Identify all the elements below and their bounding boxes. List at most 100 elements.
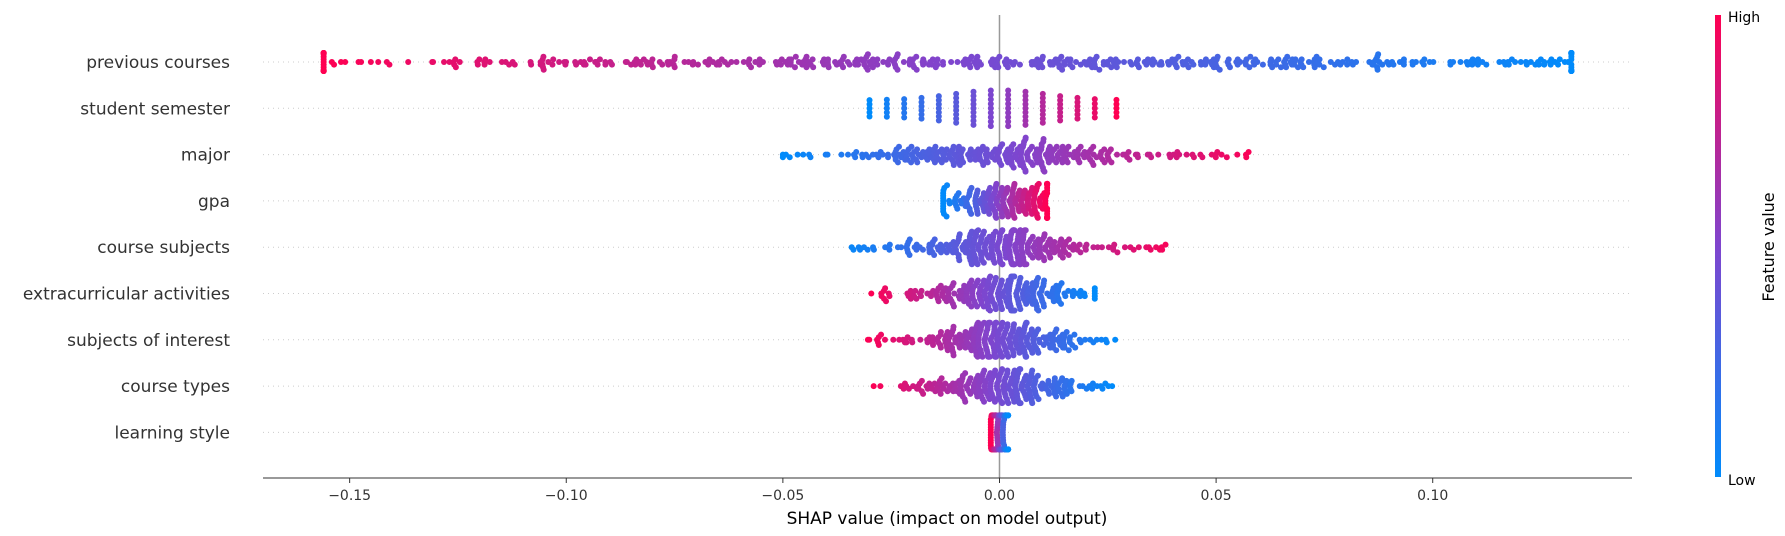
shap-point bbox=[1065, 252, 1072, 258]
colorbar-gradient bbox=[1715, 15, 1721, 477]
shap-point bbox=[1212, 154, 1219, 161]
shap-point bbox=[594, 61, 601, 68]
shap-point bbox=[953, 99, 960, 106]
shap-point bbox=[1091, 105, 1098, 112]
shap-point bbox=[1083, 241, 1090, 248]
shap-point bbox=[1041, 168, 1048, 175]
shap-point bbox=[1065, 143, 1072, 150]
shap-point bbox=[1058, 280, 1065, 287]
shap-point bbox=[1135, 244, 1142, 251]
shap-point bbox=[1021, 187, 1028, 194]
shap-point bbox=[740, 59, 747, 65]
shap-point bbox=[918, 103, 925, 110]
shap-point bbox=[864, 66, 871, 73]
shap-point bbox=[331, 61, 338, 68]
shap-point bbox=[850, 246, 857, 253]
shap-point bbox=[1517, 59, 1524, 65]
shap-point bbox=[809, 56, 816, 63]
shap-point bbox=[1022, 210, 1029, 217]
shap-point bbox=[993, 214, 1000, 221]
shap-point bbox=[921, 59, 928, 65]
shap-point bbox=[956, 344, 963, 351]
shap-point bbox=[1320, 64, 1327, 71]
shap-point bbox=[1300, 64, 1307, 71]
shap-point bbox=[810, 64, 817, 71]
shap-point bbox=[1004, 184, 1011, 191]
shap-point bbox=[1039, 103, 1046, 110]
x-tick-label: −0.05 bbox=[761, 488, 804, 504]
shap-point bbox=[951, 290, 958, 297]
shap-point bbox=[909, 339, 916, 346]
shap-point bbox=[358, 59, 365, 65]
colorbar-high-label: High bbox=[1728, 10, 1760, 26]
shap-point bbox=[1076, 159, 1083, 166]
shap-point bbox=[1046, 390, 1053, 397]
shap-point bbox=[1430, 59, 1437, 65]
shap-point bbox=[405, 59, 412, 65]
shap-point bbox=[970, 92, 977, 99]
shap-point bbox=[1076, 241, 1083, 248]
shap-point bbox=[901, 109, 908, 116]
shap-point bbox=[1450, 59, 1457, 65]
shap-point bbox=[998, 306, 1005, 313]
shap-point bbox=[1005, 91, 1012, 98]
shap-point bbox=[1190, 154, 1197, 161]
shap-point bbox=[1005, 114, 1012, 121]
shap-point bbox=[746, 56, 753, 63]
shap-point bbox=[913, 295, 920, 302]
shap-point bbox=[895, 143, 902, 150]
shap-point bbox=[1512, 59, 1519, 65]
feature-label: gpa bbox=[198, 192, 230, 212]
shap-point bbox=[608, 61, 615, 68]
shap-point bbox=[1074, 99, 1081, 106]
shap-point bbox=[1039, 53, 1046, 60]
shap-point bbox=[935, 298, 942, 305]
shap-point bbox=[1093, 336, 1100, 343]
shap-point bbox=[1483, 61, 1490, 68]
shap-point bbox=[671, 53, 678, 60]
shap-point bbox=[1050, 298, 1057, 305]
shap-point bbox=[1065, 347, 1072, 354]
shap-point bbox=[441, 59, 448, 65]
x-tick-label: 0.00 bbox=[984, 488, 1015, 504]
shap-point bbox=[869, 64, 876, 71]
shap-point bbox=[967, 390, 974, 397]
shap-point bbox=[1039, 90, 1046, 97]
shap-point bbox=[986, 353, 993, 360]
shap-point bbox=[1283, 64, 1290, 71]
shap-point bbox=[1029, 162, 1036, 168]
shap-point bbox=[999, 141, 1006, 148]
shap-point bbox=[563, 59, 570, 65]
feature-label: major bbox=[181, 146, 230, 166]
x-tick-label: 0.10 bbox=[1417, 488, 1448, 504]
shap-point bbox=[914, 159, 921, 166]
shap-point bbox=[1218, 151, 1225, 158]
shap-point bbox=[777, 61, 784, 68]
shap-point bbox=[367, 59, 374, 65]
shap-point bbox=[1185, 64, 1192, 71]
shap-point bbox=[975, 227, 982, 234]
shap-point bbox=[1234, 151, 1241, 158]
shap-point bbox=[840, 64, 847, 71]
shap-point bbox=[959, 146, 966, 153]
shap-point bbox=[1063, 329, 1070, 335]
shap-point bbox=[1273, 61, 1280, 68]
shap-point bbox=[993, 319, 1000, 326]
shap-point bbox=[1005, 105, 1012, 112]
x-tick-label: 0.05 bbox=[1201, 488, 1232, 504]
x-tick-label: −0.10 bbox=[545, 488, 588, 504]
shap-point bbox=[791, 64, 798, 71]
shap-point bbox=[855, 61, 862, 68]
shap-point bbox=[983, 146, 990, 153]
colorbar: High Low Feature value bbox=[1715, 10, 1778, 489]
shap-point bbox=[1062, 293, 1069, 300]
shap-point bbox=[1113, 113, 1120, 120]
shap-point bbox=[917, 293, 924, 300]
feature-label: student semester bbox=[80, 99, 230, 119]
shap-point bbox=[987, 319, 994, 326]
shap-point bbox=[1568, 50, 1575, 56]
shap-point bbox=[974, 187, 981, 194]
shap-point bbox=[1016, 349, 1023, 356]
shap-point bbox=[974, 261, 981, 268]
shap-point bbox=[980, 259, 987, 266]
